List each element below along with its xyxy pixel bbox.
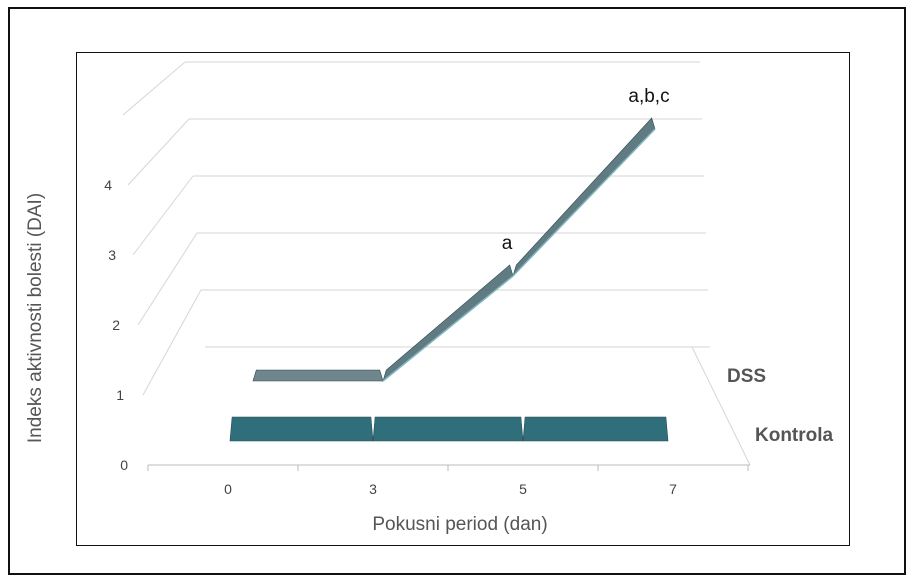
series-kontrola-band	[229, 416, 374, 442]
series-dss-band	[512, 117, 656, 277]
series-kontrola-band	[522, 416, 669, 442]
y-tick-label: 3	[108, 247, 116, 263]
x-tick-label: 7	[669, 481, 677, 497]
y-tick-label: 4	[104, 177, 112, 193]
figure-border	[8, 7, 906, 575]
gridline-side	[132, 175, 194, 256]
annotations: a a,b,c	[502, 86, 670, 254]
gridline-side	[122, 61, 186, 116]
gridline-side	[127, 118, 190, 186]
series-dss-band	[382, 264, 514, 382]
x-tick-label: 5	[519, 481, 527, 497]
y-axis-title: Indeks aktivnosti bolesti (DAI)	[25, 193, 46, 443]
gridline-side	[137, 232, 198, 326]
series-edge	[512, 128, 656, 277]
x-tick-label: 3	[369, 481, 377, 497]
y-tick-labels: 0 1 2 3 4	[104, 177, 128, 473]
floor-edge	[691, 346, 751, 466]
series-labels: DSS Kontrola	[727, 366, 834, 446]
x-tick-labels: 0 3 5 7	[224, 481, 677, 497]
y-tick-label: 1	[116, 387, 124, 403]
gridline-side	[142, 289, 202, 396]
series-label-kontrola: Kontrola	[755, 425, 834, 446]
x-axis	[147, 464, 750, 471]
series-dss-band	[252, 369, 384, 382]
series-label-dss: DSS	[727, 366, 766, 387]
grid	[122, 61, 751, 466]
series-edge	[382, 275, 514, 382]
chart-border	[76, 52, 850, 546]
data-annotation: a	[502, 233, 513, 254]
x-axis-title: Pokusni period (dan)	[372, 514, 547, 535]
y-tick-label: 2	[112, 317, 120, 333]
series-kontrola-band	[372, 416, 524, 442]
series-group	[229, 117, 669, 442]
y-tick-label: 0	[120, 457, 128, 473]
data-annotation: a,b,c	[628, 86, 669, 107]
x-tick-label: 0	[224, 481, 232, 497]
